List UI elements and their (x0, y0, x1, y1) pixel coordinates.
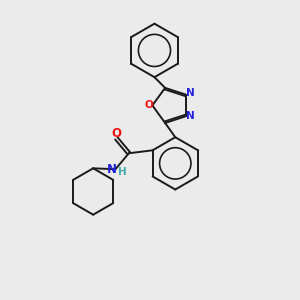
Text: N: N (186, 111, 194, 121)
Text: N: N (107, 163, 117, 176)
Text: H: H (118, 167, 126, 177)
Text: O: O (144, 100, 153, 110)
Text: N: N (186, 88, 194, 98)
Text: O: O (111, 127, 122, 140)
